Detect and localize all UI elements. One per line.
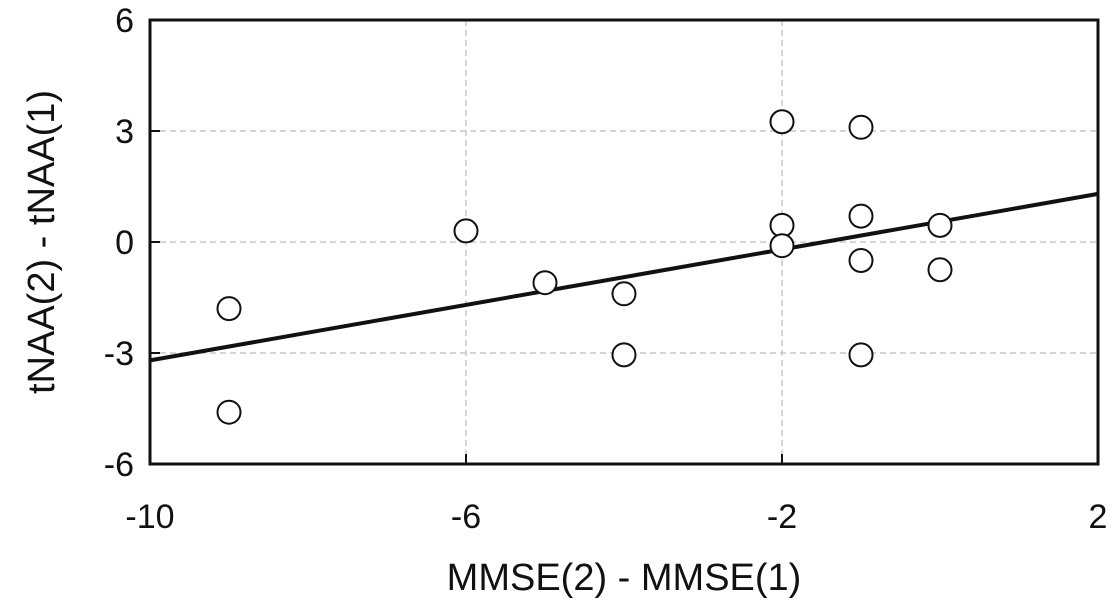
data-point bbox=[769, 233, 795, 259]
data-point bbox=[216, 399, 242, 425]
data-point bbox=[848, 203, 874, 229]
x-tick-label: -10 bbox=[125, 498, 174, 536]
y-tick-label: -3 bbox=[104, 335, 134, 373]
data-point bbox=[769, 109, 795, 135]
data-point bbox=[611, 342, 637, 368]
x-tick-label: -2 bbox=[767, 498, 797, 536]
data-point bbox=[453, 218, 479, 244]
y-tick-label: 3 bbox=[115, 113, 134, 151]
data-point bbox=[532, 270, 558, 296]
x-tick-labels: -10 -6 -2 2 bbox=[125, 454, 1107, 536]
data-point bbox=[848, 114, 874, 140]
data-point bbox=[611, 281, 637, 307]
y-tick-label: -6 bbox=[104, 446, 134, 484]
x-tick-label: 2 bbox=[1089, 498, 1108, 536]
data-point bbox=[848, 342, 874, 368]
grid bbox=[150, 20, 1098, 464]
x-tick-label: -6 bbox=[451, 498, 481, 536]
y-tick-label: 6 bbox=[115, 2, 134, 40]
x-axis-label: MMSE(2) - MMSE(1) bbox=[447, 557, 802, 598]
data-point bbox=[848, 248, 874, 273]
fit-line-group bbox=[149, 191, 1099, 363]
regression-line bbox=[149, 191, 1099, 363]
y-axis-label: tNAA(2) - tNAA(1) bbox=[21, 90, 63, 394]
data-point bbox=[927, 257, 953, 283]
y-tick-label: 0 bbox=[115, 224, 134, 262]
data-point bbox=[927, 212, 953, 238]
y-tick-labels: -6 -3 0 3 6 bbox=[104, 2, 160, 484]
data-point bbox=[216, 296, 242, 322]
data-points bbox=[216, 109, 953, 425]
